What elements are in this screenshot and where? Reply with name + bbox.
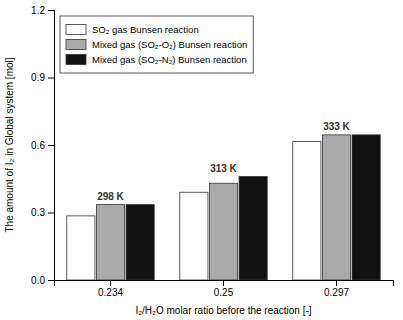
legend-item: Mixed gas (SO₂-O₂) Bunsen reaction: [66, 39, 247, 50]
plot: 0.0 0.3 0.6 0.9 1.2 0.234 0.25 0.297 298 K 313 K 3…: [31, 5, 393, 298]
chart-container: 0.0 0.3 0.6 0.9 1.2 0.234 0.25 0.297 298 K 313 K 3…: [0, 0, 403, 320]
x-axis-line: [55, 281, 394, 287]
bar-series: [67, 142, 321, 280]
x-tick-label: 0.25: [214, 287, 234, 298]
legend-label: Mixed gas (SO₂-O₂) Bunsen reaction: [92, 39, 247, 50]
bar: [67, 216, 95, 280]
legend-label: Mixed gas (SO₂-N₂) Bunsen reaction: [92, 54, 247, 65]
legend-item: SO₂ gas Bunsen reaction: [66, 24, 199, 35]
x-axis: 0.234 0.25 0.297: [55, 280, 394, 298]
legend-label: SO₂ gas Bunsen reaction: [92, 24, 199, 35]
y-tick: 0.0: [31, 275, 54, 286]
y-tick: 0.6: [31, 140, 54, 151]
bars: [67, 135, 380, 280]
legend: SO₂ gas Bunsen reaction Mixed gas (SO₂-O₂…: [60, 16, 253, 73]
y-axis-title: The amount of I₂ in Global system [mol]: [4, 57, 15, 232]
bar: [96, 205, 124, 280]
bar: [352, 135, 380, 280]
x-tick-label: 0.297: [324, 287, 349, 298]
y-axis-line: [48, 11, 55, 281]
y-tick-label: 0.0: [31, 275, 45, 286]
y-tick: 0.9: [31, 72, 54, 83]
annotations: 298 K 313 K 333 K: [97, 121, 350, 202]
y-tick-mark: [48, 145, 54, 146]
chart-svg: 0.0 0.3 0.6 0.9 1.2 0.234 0.25 0.297 298 K 313 K 3…: [0, 0, 403, 320]
y-tick-label: 0.3: [31, 207, 45, 218]
y-tick-mark: [48, 280, 54, 281]
x-tick-mark: [110, 280, 111, 286]
x-tick: 0.234: [98, 280, 123, 298]
annotation: 298 K: [97, 191, 124, 202]
x-tick-label: 0.234: [98, 287, 123, 298]
annotation: 333 K: [323, 121, 350, 132]
bar: [209, 183, 237, 280]
bar-series: [96, 135, 350, 280]
y-tick: 0.3: [31, 207, 54, 218]
bar: [293, 142, 321, 280]
bar: [322, 135, 350, 280]
bar: [239, 177, 267, 281]
x-tick-mark: [223, 280, 224, 286]
y-tick-label: 0.9: [31, 72, 45, 83]
y-tick-mark: [48, 213, 54, 214]
y-tick-label: 1.2: [31, 5, 45, 16]
legend-swatch: [66, 25, 86, 35]
y-tick-mark: [48, 78, 54, 79]
y-axis: 0.0 0.3 0.6 0.9 1.2: [31, 5, 54, 286]
legend-swatch: [66, 40, 86, 50]
x-tick-mark: [336, 280, 337, 286]
bar-series: [126, 135, 380, 280]
legend-item: Mixed gas (SO₂-N₂) Bunsen reaction: [66, 54, 247, 65]
legend-frame: [60, 16, 253, 73]
x-tick: 0.297: [324, 280, 349, 298]
y-tick-label: 0.6: [31, 140, 45, 151]
annotation: 313 K: [210, 163, 237, 174]
legend-swatch: [66, 55, 86, 65]
bar: [180, 192, 208, 280]
bar: [126, 205, 154, 280]
x-tick: 0.25: [214, 280, 234, 298]
y-tick: 1.2: [31, 5, 54, 16]
y-tick-mark: [48, 10, 54, 11]
x-axis-title: I₂/H₂O molar ratio before the reaction […: [135, 305, 311, 316]
